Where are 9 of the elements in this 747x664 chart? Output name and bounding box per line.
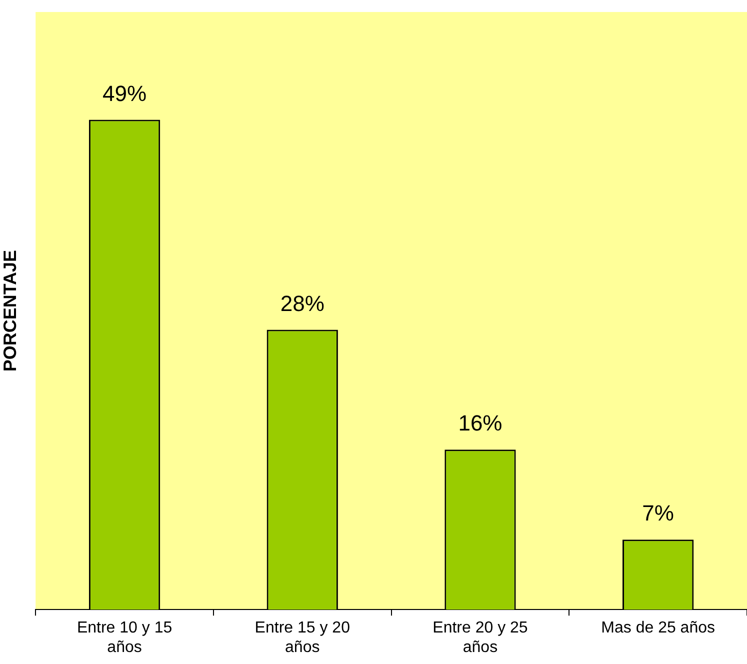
x-tick-label: Entre 10 y 15 años (76, 620, 172, 656)
x-tick-label: Entre 20 y 25 años (432, 620, 528, 656)
x-tick-label: Entre 15 y 20 años (254, 620, 350, 656)
data-label: 49% (102, 80, 147, 106)
x-tick-label: Mas de 25 años (601, 620, 716, 637)
data-label: 16% (458, 410, 502, 436)
y-axis-title: PORCENTAJE (0, 250, 20, 372)
data-label: 28% (280, 290, 324, 316)
data-label: 7% (642, 500, 674, 526)
